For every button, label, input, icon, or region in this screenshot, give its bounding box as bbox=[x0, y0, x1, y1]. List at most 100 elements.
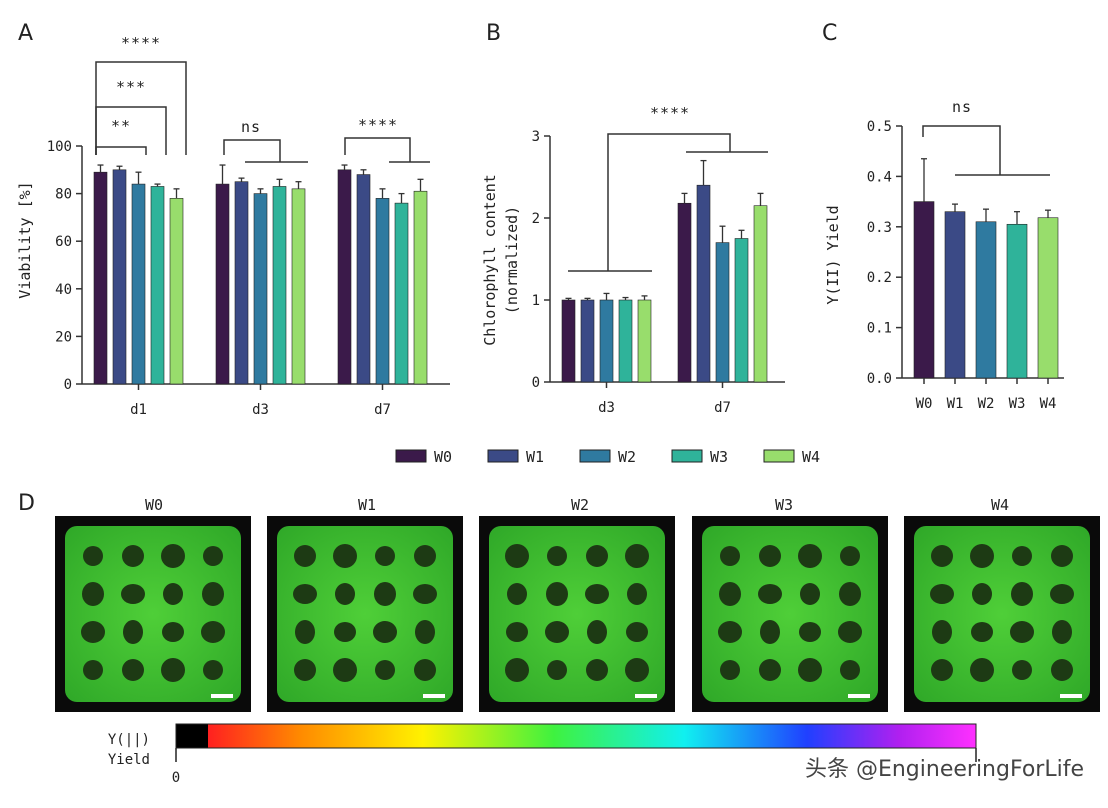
legend-swatch-w1 bbox=[487, 449, 519, 463]
image-tile-w0-pore-1-2 bbox=[163, 583, 183, 605]
chart-b-brackets bbox=[568, 133, 768, 272]
image-tile-w3-pore-0-1 bbox=[759, 545, 781, 567]
image-tile-w0-pore-1-0 bbox=[82, 582, 104, 606]
image-tile-w0-pore-0-3 bbox=[203, 546, 223, 566]
legend-label-w0: W0 bbox=[434, 448, 452, 466]
chart-b-bar-d3-w2 bbox=[599, 299, 614, 383]
image-tile-w4-pore-2-1 bbox=[971, 622, 993, 642]
chart-a-bar-d7-w3 bbox=[394, 202, 409, 385]
image-tile-w2-pore-0-1 bbox=[547, 546, 567, 566]
colorbar-min-label: 0 bbox=[172, 770, 180, 786]
legend: W0 W1 W2 W3 W4 bbox=[395, 448, 820, 466]
image-tile-w1-pore-3-3 bbox=[414, 659, 436, 681]
image-tile-w1-pore-0-1 bbox=[333, 544, 357, 568]
image-tile-w4-pore-1-3 bbox=[1050, 584, 1074, 604]
image-tile-w3-pore-3-0 bbox=[720, 660, 740, 680]
chart-b-bar-d7-w0 bbox=[677, 202, 692, 383]
chart-a-xtick-label-d1: d1 bbox=[130, 402, 147, 418]
image-tile-w4-pore-0-1 bbox=[970, 544, 994, 568]
watermark: 头条 @EngineeringForLife bbox=[805, 757, 1084, 782]
image-tile-w2-pore-2-2 bbox=[587, 620, 607, 644]
image-tile-w0-pore-3-1 bbox=[122, 659, 144, 681]
chart-c-xtick-label-w3: W3 bbox=[1009, 396, 1026, 412]
image-tile-w4-pore-3-1 bbox=[970, 658, 994, 682]
chart-b-bar-d7-w1 bbox=[696, 184, 711, 383]
image-tile-w3-scaffold bbox=[702, 526, 878, 702]
legend-label-w2: W2 bbox=[618, 448, 636, 466]
chart-a-bar-d3-w4 bbox=[291, 188, 306, 385]
chart-a-ytick-label-4: 80 bbox=[55, 187, 72, 203]
chart-b-ytick-label-2: 2 bbox=[532, 211, 540, 227]
image-tile-w1-scaffold bbox=[277, 526, 453, 702]
image-tile-w0-pore-2-1 bbox=[123, 620, 143, 644]
image-tile-w0-pore-1-1 bbox=[121, 584, 145, 604]
image-tile-w2-pore-3-1 bbox=[547, 660, 567, 680]
image-tile-w2-pore-2-0 bbox=[506, 622, 528, 642]
image-tile-w4-scale-bar bbox=[1060, 694, 1082, 698]
chart-a-sig-d7: **** bbox=[358, 116, 398, 134]
chart-a-bar-d7-w4 bbox=[413, 190, 428, 385]
chart-a-ytick-label-1: 20 bbox=[55, 329, 72, 345]
image-tile-w0-scale-bar bbox=[211, 694, 233, 698]
legend-swatch-w3 bbox=[671, 449, 703, 463]
chart-a-ytick-label-5: 100 bbox=[47, 139, 72, 155]
legend-swatch-w0 bbox=[395, 449, 427, 463]
image-tile-w2-pore-0-0 bbox=[505, 544, 529, 568]
image-tile-w0-pore-0-1 bbox=[122, 545, 144, 567]
chart-a-bar-d1-w4 bbox=[169, 198, 184, 385]
image-tile-w3-pore-1-2 bbox=[800, 583, 820, 605]
chart-b-xtick-label-d7: d7 bbox=[714, 400, 731, 416]
colorbar-label-line1: Y(||) bbox=[108, 732, 150, 748]
image-tile-w1-pore-0-3 bbox=[414, 545, 436, 567]
image-tile-w2-pore-1-3 bbox=[627, 583, 647, 605]
chart-a-bar-d7-w2 bbox=[375, 198, 390, 385]
chart-c-bar-w3 bbox=[1006, 223, 1028, 379]
image-tile-w3-pore-2-3 bbox=[838, 621, 862, 643]
image-tile-w2-pore-3-3 bbox=[625, 658, 649, 682]
chart-b-bar-d3-w1 bbox=[580, 299, 595, 383]
chart-c-bar-w1 bbox=[944, 211, 966, 379]
image-tile-w4-pore-2-3 bbox=[1052, 620, 1072, 644]
fluorescence-images: W0 W1 W2 W3 W4 bbox=[55, 496, 1100, 712]
image-tile-w1-pore-3-1 bbox=[333, 658, 357, 682]
chart-b-bar-d7-w3 bbox=[734, 238, 749, 383]
image-tile-w4-pore-3-0 bbox=[931, 659, 953, 681]
chart-c-ytick-label-2: 0.2 bbox=[867, 270, 892, 286]
image-tile-w0-pore-2-2 bbox=[162, 622, 184, 642]
chart-c-xtick-label-w1: W1 bbox=[947, 396, 964, 412]
legend-swatch-w4 bbox=[763, 449, 795, 463]
image-tile-w4-pore-0-0 bbox=[931, 545, 953, 567]
chart-a-bar-d1-w0 bbox=[93, 171, 108, 385]
chart-b-ytick-label-3: 3 bbox=[532, 129, 540, 145]
chart-c-bar-w2 bbox=[975, 221, 997, 379]
chart-a-bar-d3-w2 bbox=[253, 193, 268, 385]
image-tile-w4-scaffold bbox=[914, 526, 1090, 702]
image-tile-w0-pore-3-2 bbox=[161, 658, 185, 682]
chart-a-xtick-label-d3: d3 bbox=[252, 402, 269, 418]
chart-a-sig-d1-w4: **** bbox=[121, 34, 161, 52]
image-tile-w4-pore-1-1 bbox=[972, 583, 992, 605]
image-tile-w3-pore-0-3 bbox=[840, 546, 860, 566]
legend-label-w1: W1 bbox=[526, 448, 544, 466]
colorbar-frame bbox=[175, 723, 977, 749]
panel-letter-b: B bbox=[486, 21, 501, 46]
image-tile-w4-pore-0-3 bbox=[1051, 545, 1073, 567]
colorbar: Y(||) Yield 0 bbox=[108, 723, 977, 786]
image-tile-w3-pore-1-0 bbox=[719, 582, 741, 606]
image-tile-w2-scaffold bbox=[489, 526, 665, 702]
image-tile-w2-pore-0-2 bbox=[586, 545, 608, 567]
image-tile-w2-pore-1-0 bbox=[507, 583, 527, 605]
chart-c-ytick-label-3: 0.3 bbox=[867, 220, 892, 236]
image-tile-w3-pore-3-3 bbox=[840, 660, 860, 680]
image-tile-w1-pore-3-0 bbox=[294, 659, 316, 681]
image-tile-w4-pore-2-2 bbox=[1010, 621, 1034, 643]
image-tile-w1-pore-1-1 bbox=[335, 583, 355, 605]
image-tile-w1-pore-3-2 bbox=[375, 660, 395, 680]
chart-a-ytick-label-0: 0 bbox=[64, 377, 72, 393]
image-tile-w1-pore-1-2 bbox=[374, 582, 396, 606]
image-tile-w1-pore-0-0 bbox=[294, 545, 316, 567]
image-tile-w3-pore-2-2 bbox=[799, 622, 821, 642]
image-tile-w1-scale-bar bbox=[423, 694, 445, 698]
